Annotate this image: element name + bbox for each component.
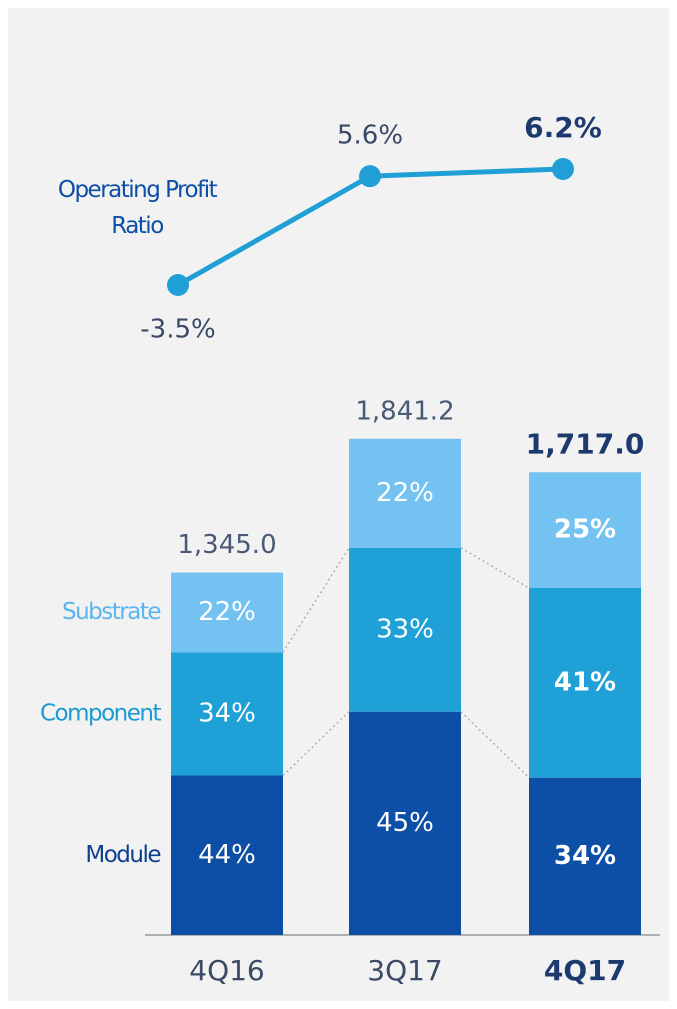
connector [282, 547, 350, 653]
connector [460, 547, 530, 589]
line-series-name: Operating Profit Ratio [57, 177, 218, 239]
line-point [552, 158, 574, 180]
bar-segment [171, 572, 283, 653]
x-tick-label: 4Q16 [189, 954, 264, 987]
line-point [167, 274, 189, 296]
segment-label: 45% [376, 808, 434, 838]
bar-segment [349, 438, 461, 548]
segment-label: 22% [198, 597, 256, 627]
line-value-label: -3.5% [140, 315, 215, 345]
bar-segment [349, 547, 461, 712]
bar-segment [171, 652, 283, 776]
connector [282, 711, 350, 777]
line-value-label: 5.6% [337, 121, 403, 151]
segment-label: 22% [376, 478, 434, 508]
bar-segment [171, 775, 283, 935]
x-tick-label: 3Q17 [367, 954, 442, 987]
total-label: 1,345.0 [177, 530, 276, 560]
connector [460, 711, 530, 779]
legend-label: Substrate [62, 599, 160, 625]
bar-segment [529, 472, 641, 588]
segment-label: 34% [554, 841, 616, 871]
segment-label: 41% [554, 667, 616, 697]
x-tick-label: 4Q17 [544, 954, 626, 987]
line-value-label: 6.2% [524, 111, 602, 144]
legend-label: Module [85, 842, 160, 868]
bar-segment [529, 777, 641, 935]
bar-segment [349, 711, 461, 935]
legend-label: Component [40, 700, 162, 726]
bar-segment [529, 587, 641, 778]
segment-label: 33% [376, 614, 434, 644]
total-label: 1,717.0 [526, 427, 645, 460]
segment-label: 25% [554, 515, 616, 545]
line-point [359, 165, 381, 188]
segment-label: 34% [198, 698, 256, 728]
total-label: 1,841.2 [355, 396, 454, 426]
segment-label: 44% [198, 840, 256, 870]
